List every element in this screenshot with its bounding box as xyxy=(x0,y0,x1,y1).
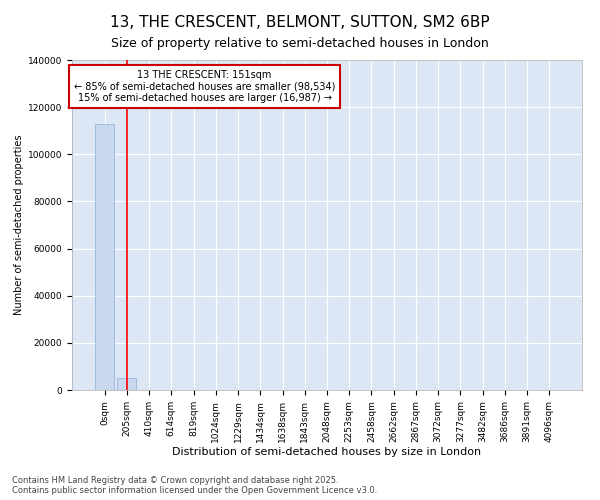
Y-axis label: Number of semi-detached properties: Number of semi-detached properties xyxy=(14,134,23,316)
Text: Contains HM Land Registry data © Crown copyright and database right 2025.
Contai: Contains HM Land Registry data © Crown c… xyxy=(12,476,377,495)
Bar xyxy=(95,124,114,390)
Text: Size of property relative to semi-detached houses in London: Size of property relative to semi-detach… xyxy=(111,38,489,51)
Text: 13, THE CRESCENT, BELMONT, SUTTON, SM2 6BP: 13, THE CRESCENT, BELMONT, SUTTON, SM2 6… xyxy=(110,15,490,30)
Bar xyxy=(118,378,136,390)
Text: 13 THE CRESCENT: 151sqm
← 85% of semi-detached houses are smaller (98,534)
15% o: 13 THE CRESCENT: 151sqm ← 85% of semi-de… xyxy=(74,70,335,103)
X-axis label: Distribution of semi-detached houses by size in London: Distribution of semi-detached houses by … xyxy=(172,448,482,458)
